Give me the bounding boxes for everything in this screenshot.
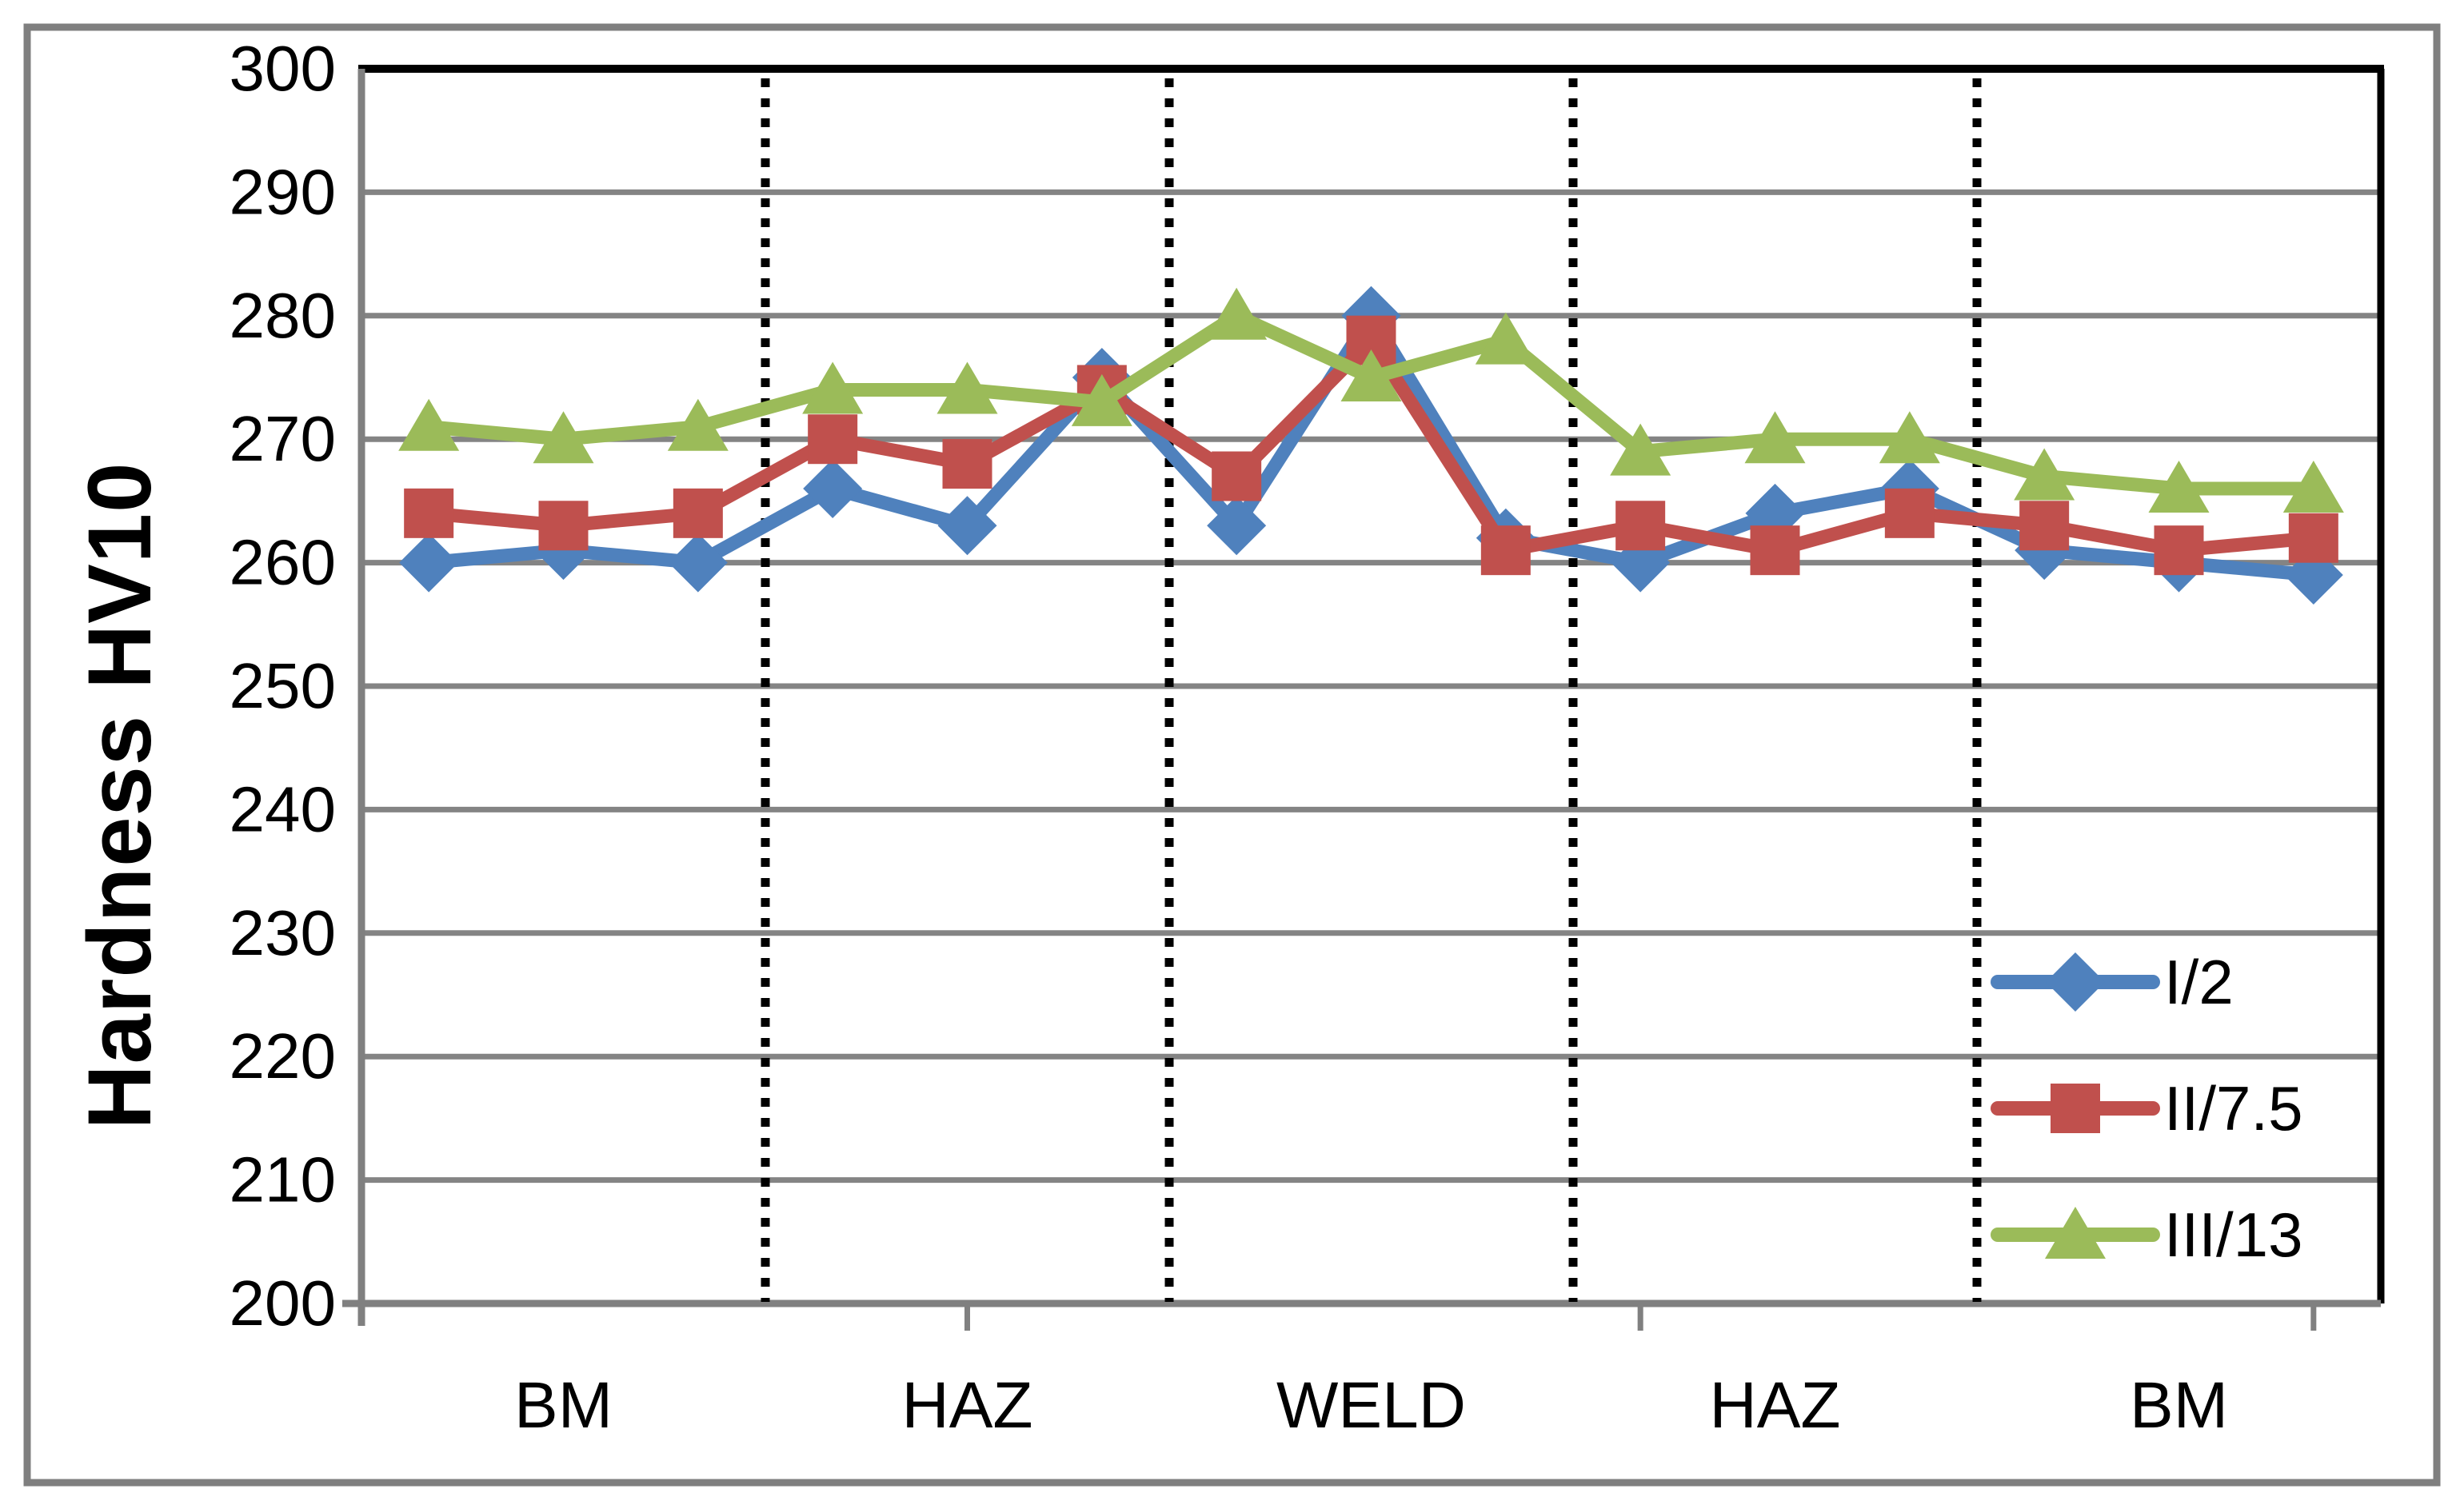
y-tick-label: 260 <box>230 527 336 598</box>
data-point-i-2 <box>668 533 728 593</box>
zone-label: BM <box>514 1369 613 1442</box>
data-point-iii-13 <box>398 398 460 451</box>
y-tick-labels: 200 210 220 230 240 250 260 270 280 290 300 <box>230 33 336 1339</box>
data-point-ii-7-5 <box>404 488 454 538</box>
zone-label: WELD <box>1276 1369 1466 1442</box>
y-tick-label: 240 <box>230 773 336 844</box>
data-point-iii-13 <box>1879 411 1940 464</box>
legend: I/2 II/7.5 III/13 <box>1991 947 2302 1270</box>
legend-label: II/7.5 <box>2164 1073 2302 1144</box>
legend-item: III/13 <box>1991 1200 2302 1270</box>
data-point-ii-7-5 <box>1615 501 1666 551</box>
data-point-iii-13 <box>802 361 864 414</box>
gridlines <box>361 189 2381 1184</box>
data-point-iii-13 <box>2148 460 2210 513</box>
data-point-i-2 <box>803 458 863 518</box>
data-point-iii-13 <box>936 361 998 414</box>
data-point-ii-7-5 <box>673 488 723 538</box>
y-tick-label: 230 <box>230 897 336 968</box>
legend-label: III/13 <box>2164 1200 2302 1270</box>
data-point-iii-13 <box>667 398 729 451</box>
y-tick-label: 280 <box>230 280 336 351</box>
data-point-ii-7-5 <box>2288 513 2338 563</box>
zone-label: BM <box>2130 1369 2228 1442</box>
data-point-iii-13 <box>1206 287 1268 340</box>
data-point-iii-13 <box>1744 411 1806 464</box>
zone-labels: BM HAZ WELD HAZ BM <box>514 1369 2228 1442</box>
y-tick-label: 210 <box>230 1144 336 1216</box>
y-tick-label: 300 <box>230 33 336 104</box>
data-point-iii-13 <box>1475 312 1536 365</box>
data-point-ii-7-5 <box>2154 525 2204 576</box>
data-point-ii-7-5 <box>1884 488 1935 538</box>
series-ii-7-5 <box>404 315 2338 576</box>
data-point-iii-13 <box>533 411 594 464</box>
figure-border <box>23 23 2441 1487</box>
y-tick-label: 270 <box>230 403 336 474</box>
data-point-ii-7-5 <box>1212 451 1262 501</box>
data-point-i-2 <box>399 533 459 593</box>
y-tick-label: 200 <box>230 1267 336 1339</box>
data-point-iii-13 <box>2014 448 2075 501</box>
y-tick-label: 250 <box>230 650 336 721</box>
y-axis-title: Hardness HV10 <box>70 461 170 1130</box>
data-point-ii-7-5 <box>942 439 992 489</box>
data-point-iii-13 <box>2282 460 2344 513</box>
data-point-ii-7-5 <box>808 414 858 465</box>
legend-item: II/7.5 <box>1991 1073 2302 1144</box>
zone-dividers <box>761 78 1982 1302</box>
data-point-i-2 <box>937 496 997 556</box>
data-point-iii-13 <box>1340 349 1402 401</box>
data-point-ii-7-5 <box>1480 525 1531 576</box>
data-point-iii-13 <box>1610 423 1671 476</box>
legend-label: I/2 <box>2164 947 2234 1017</box>
data-point-ii-7-5 <box>538 501 589 551</box>
legend-item: I/2 <box>1991 947 2234 1017</box>
data-point-iii-13 <box>1071 373 1132 426</box>
data-point-ii-7-5 <box>1750 525 1800 576</box>
legend-marker-square <box>2051 1084 2100 1133</box>
legend-marker-triangle <box>2045 1207 2106 1259</box>
zone-label: HAZ <box>1710 1369 1841 1442</box>
legend-marker-diamond <box>2046 952 2105 1012</box>
series-iii-13 <box>398 287 2344 513</box>
y-tick-label: 220 <box>230 1020 336 1092</box>
data-point-ii-7-5 <box>2019 501 2070 551</box>
data-point-i-2 <box>1207 496 1267 556</box>
zone-label: HAZ <box>902 1369 1033 1442</box>
y-tick-label: 290 <box>230 156 336 227</box>
